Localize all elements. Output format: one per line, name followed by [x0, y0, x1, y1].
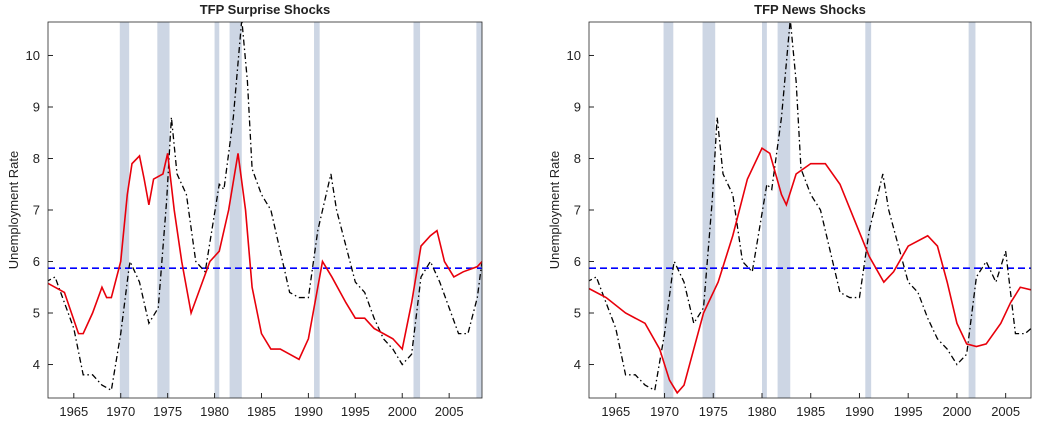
x-tick-label: 1965	[59, 404, 88, 419]
recession-band	[777, 22, 791, 398]
recession-band	[314, 22, 320, 398]
x-tick-label: 2005	[435, 404, 464, 419]
x-tick-label: 1975	[699, 404, 728, 419]
x-tick-label: 1990	[294, 404, 323, 419]
x-tick-label: 2005	[991, 404, 1020, 419]
x-tick-label: 1995	[894, 404, 923, 419]
y-tick-label: 9	[574, 99, 581, 114]
y-tick-label: 10	[567, 48, 581, 63]
x-tick-label: 1965	[601, 404, 630, 419]
recession-band	[968, 22, 976, 398]
series-line	[48, 153, 482, 361]
x-tick-label: 1975	[153, 404, 182, 419]
y-tick-label: 9	[33, 99, 40, 114]
recession-band	[119, 22, 130, 398]
y-tick-label: 7	[574, 203, 581, 218]
x-tick-label: 1985	[247, 404, 276, 419]
x-tick-label: 1985	[796, 404, 825, 419]
recession-band	[702, 22, 716, 398]
y-tick-label: 8	[33, 151, 40, 166]
recession-band	[413, 22, 421, 398]
y-axis-label: Unemployment Rate	[6, 151, 21, 270]
series-line	[589, 147, 1031, 395]
x-tick-label: 1995	[341, 404, 370, 419]
x-tick-label: 2000	[942, 404, 971, 419]
x-tick-label: 1970	[650, 404, 679, 419]
series-line	[48, 22, 482, 392]
x-tick-label: 1970	[106, 404, 135, 419]
plot-area	[589, 22, 1031, 398]
recession-band	[476, 22, 482, 398]
recession-band	[663, 22, 674, 398]
y-tick-label: 10	[26, 48, 40, 63]
x-tick-label: 1990	[845, 404, 874, 419]
recession-band	[761, 22, 767, 398]
recession-band	[157, 22, 170, 398]
y-tick-label: 8	[574, 151, 581, 166]
y-tick-label: 6	[33, 254, 40, 269]
series-line	[589, 22, 1031, 392]
y-tick-label: 6	[574, 254, 581, 269]
y-tick-label: 7	[33, 203, 40, 218]
recession-band	[865, 22, 872, 398]
chart-title: TFP Surprise Shocks	[200, 2, 331, 17]
y-tick-label: 4	[33, 357, 40, 372]
x-tick-label: 1980	[200, 404, 229, 419]
y-tick-label: 5	[33, 306, 40, 321]
plot-area	[48, 22, 482, 398]
chart-title: TFP News Shocks	[754, 2, 866, 17]
y-tick-label: 4	[574, 357, 581, 372]
y-tick-label: 5	[574, 306, 581, 321]
recession-band	[214, 22, 220, 398]
x-tick-label: 2000	[388, 404, 417, 419]
y-axis-label: Unemployment Rate	[547, 151, 562, 270]
x-tick-label: 1980	[748, 404, 777, 419]
recession-band	[229, 22, 242, 398]
